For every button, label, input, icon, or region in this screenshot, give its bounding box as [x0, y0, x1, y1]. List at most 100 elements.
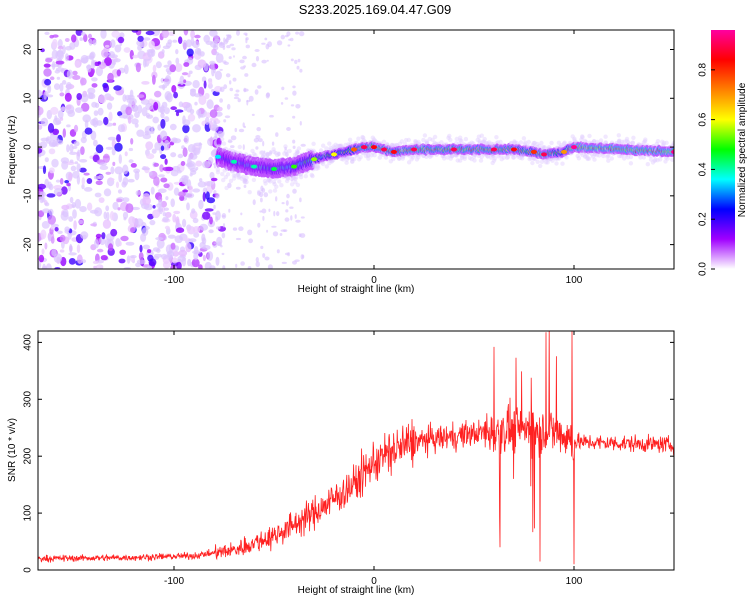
snr-x-axis-label: Height of straight line (km): [298, 585, 415, 596]
noise-speckle: [288, 38, 291, 41]
band-halo: [237, 144, 242, 150]
noise-speckle: [155, 237, 164, 241]
band-halo: [293, 180, 298, 185]
noise-speckle: [131, 118, 139, 125]
band-halo: [652, 158, 657, 163]
noise-speckle: [221, 252, 225, 256]
noise-speckle: [232, 227, 238, 231]
noise-speckle: [90, 223, 97, 227]
noise-speckle: [59, 249, 65, 253]
band-halo: [585, 156, 590, 162]
noise-speckle: [170, 242, 176, 250]
noise-speckle: [54, 69, 60, 74]
noise-speckle: [186, 48, 194, 57]
noise-speckle: [114, 166, 124, 175]
noise-speckle: [83, 172, 90, 176]
band-halo: [570, 134, 575, 139]
band-halo: [630, 140, 635, 146]
band-halo: [268, 189, 273, 194]
band-halo: [616, 140, 622, 145]
band-halo: [263, 181, 268, 186]
noise-speckle: [82, 114, 91, 123]
noise-speckle: [150, 186, 155, 195]
band-halo: [272, 181, 277, 187]
band-halo: [556, 156, 562, 161]
band-halo: [236, 175, 241, 180]
noise-speckle: [206, 180, 214, 187]
band-halo: [413, 139, 418, 144]
band-halo: [511, 155, 516, 160]
band-halo: [572, 138, 577, 143]
noise-speckle: [245, 44, 250, 49]
noise-speckle: [76, 93, 82, 100]
noise-speckle: [290, 58, 294, 62]
band-halo: [339, 156, 344, 162]
band-halo: [327, 141, 332, 146]
noise-speckle: [119, 32, 125, 39]
noise-speckle: [153, 101, 159, 111]
noise-speckle: [81, 102, 90, 112]
noise-speckle: [225, 37, 229, 43]
noise-speckle: [276, 249, 280, 254]
noise-speckle: [74, 198, 82, 209]
noise-speckle: [232, 77, 237, 82]
noise-speckle: [214, 35, 219, 40]
noise-speckle: [240, 261, 245, 266]
band-halo: [215, 167, 220, 172]
noise-speckle: [103, 211, 108, 220]
noise-speckle: [285, 209, 289, 213]
noise-speckle: [257, 190, 261, 196]
noise-speckle: [299, 121, 302, 126]
noise-speckle: [116, 69, 122, 77]
band-halo: [285, 176, 291, 181]
noise-speckle: [275, 196, 278, 202]
band-halo: [535, 159, 540, 164]
noise-speckle: [239, 59, 245, 64]
noise-speckle: [105, 146, 114, 150]
noise-speckle: [257, 85, 262, 89]
noise-speckle: [213, 67, 216, 74]
colorbar-tick-label: 0.4: [698, 162, 709, 176]
band-halo: [271, 179, 277, 185]
noise-speckle: [219, 98, 224, 103]
noise-speckle: [279, 233, 283, 236]
noise-speckle: [57, 230, 63, 234]
noise-speckle: [64, 92, 72, 102]
noise-speckle: [143, 37, 151, 41]
band-halo: [622, 156, 627, 161]
noise-speckle: [262, 253, 266, 258]
band-halo: [661, 142, 666, 147]
x-tick-label: 0: [371, 576, 377, 587]
band-halo: [450, 153, 455, 158]
noise-speckle: [54, 115, 58, 122]
noise-speckle: [177, 153, 184, 159]
band-halo: [616, 139, 622, 144]
noise-speckle: [204, 92, 210, 100]
band-halo: [671, 140, 674, 146]
band-halo: [575, 153, 580, 159]
noise-speckle: [131, 30, 139, 33]
noise-speckle: [64, 226, 70, 232]
noise-speckle: [77, 219, 84, 225]
band-halo: [655, 139, 661, 144]
noise-speckle: [194, 93, 202, 98]
noise-speckle: [209, 109, 218, 118]
noise-speckle: [57, 45, 64, 50]
noise-speckle: [236, 30, 240, 36]
band-halo: [532, 140, 537, 146]
noise-speckle: [300, 216, 305, 219]
band-halo: [448, 137, 453, 143]
band-halo: [619, 153, 624, 159]
band-halo: [512, 139, 517, 144]
noise-speckle: [251, 62, 257, 68]
noise-speckle: [167, 70, 172, 75]
noise-speckle: [179, 75, 185, 86]
band-halo: [661, 140, 667, 145]
noise-speckle: [76, 163, 81, 173]
noise-speckle: [169, 123, 177, 131]
band-halo: [293, 152, 298, 157]
noise-speckle: [262, 215, 265, 221]
noise-speckle: [135, 62, 141, 73]
band-halo: [231, 173, 237, 178]
noise-speckle: [185, 192, 195, 199]
